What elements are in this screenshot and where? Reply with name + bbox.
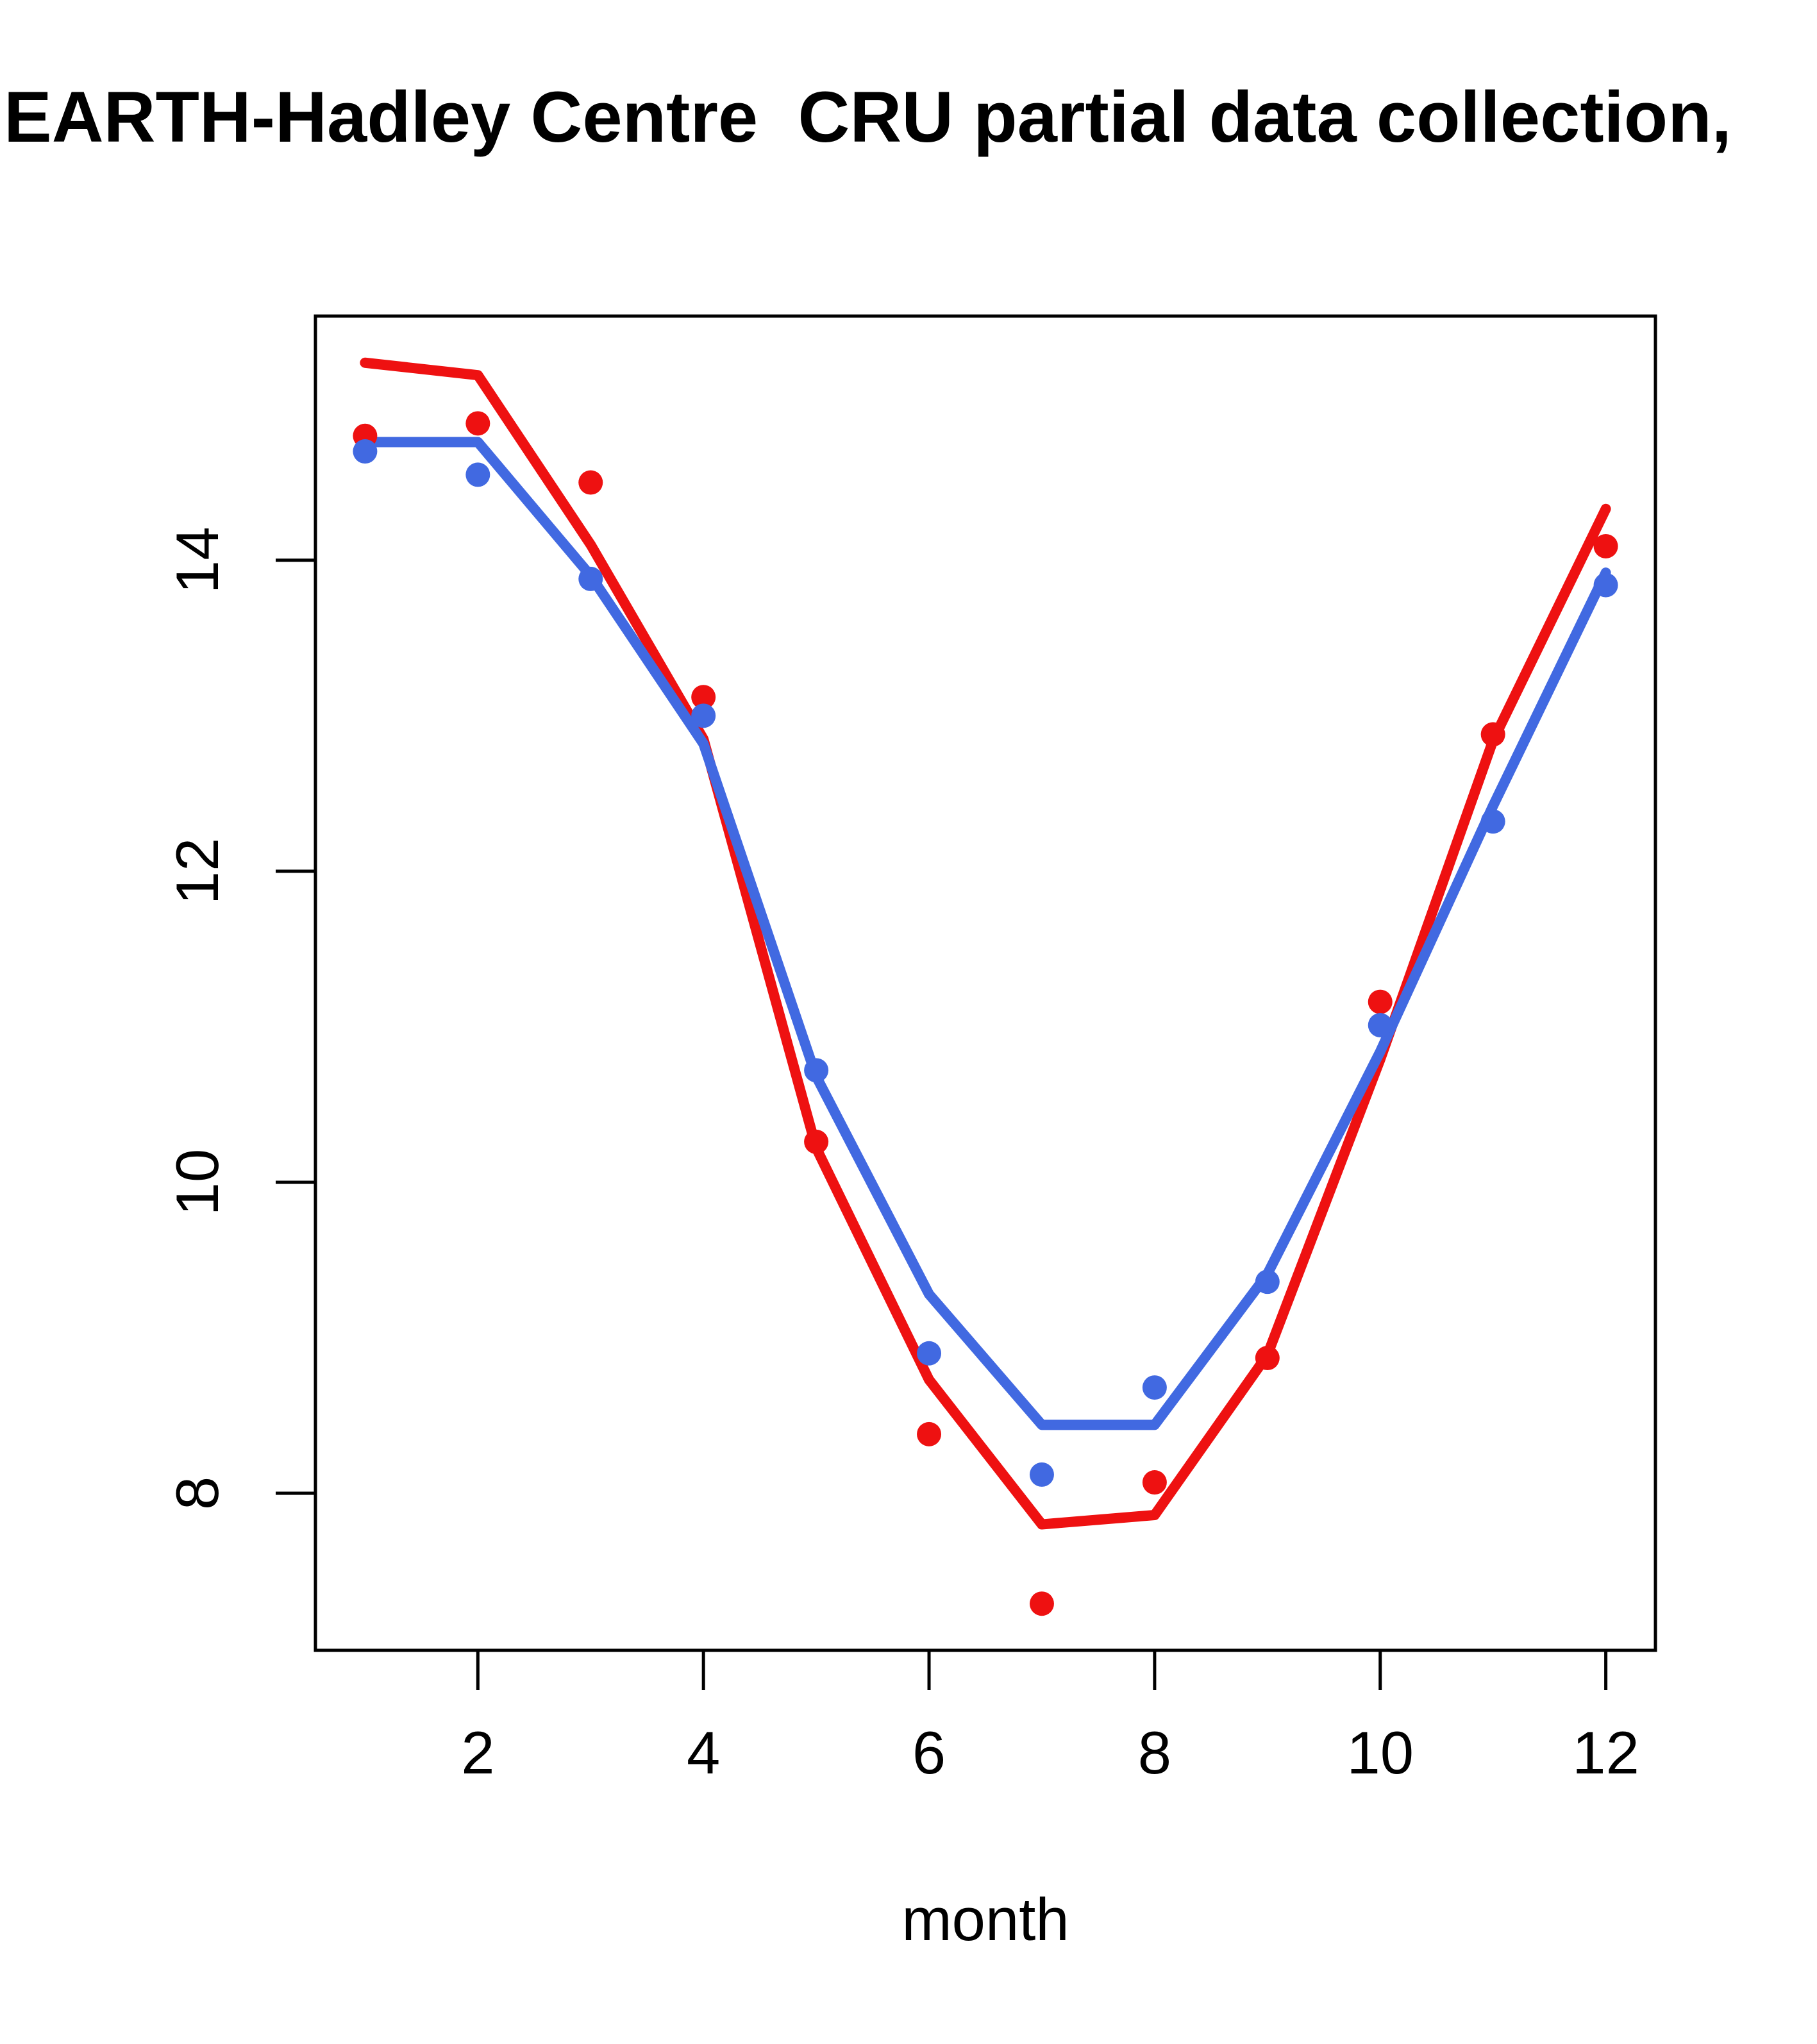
red-points-dot <box>917 1421 942 1446</box>
red-points-dot <box>578 470 603 495</box>
x-tick-label: 8 <box>1138 1719 1171 1786</box>
red-points-dot <box>1142 1470 1167 1495</box>
blue-points-dot <box>578 566 603 591</box>
blue-points-dot <box>917 1341 942 1366</box>
y-tick-label: 10 <box>163 1149 231 1216</box>
blue-points-dot <box>691 703 716 728</box>
blue-points-dot <box>1142 1375 1167 1400</box>
x-tick-label: 2 <box>461 1719 494 1786</box>
red-points-dot <box>804 1129 829 1154</box>
x-axis-label: month <box>901 1886 1069 1953</box>
x-tick-label: 10 <box>1346 1719 1414 1786</box>
blue-points-dot <box>1029 1462 1054 1487</box>
red-points-dot <box>465 411 490 436</box>
blue-points-dot <box>465 462 490 487</box>
y-tick-label: 14 <box>163 527 231 594</box>
x-tick-label: 12 <box>1572 1719 1639 1786</box>
blue-points-dot <box>1255 1269 1280 1294</box>
blue-points-dot <box>804 1058 829 1083</box>
red-points-dot <box>1255 1346 1280 1371</box>
blue-points-dot <box>1593 573 1618 598</box>
red-points-dot <box>1368 989 1393 1014</box>
red-points-dot <box>1029 1591 1054 1616</box>
chart-title: EARTH-Hadley Centre CRU partial data col… <box>4 77 1732 157</box>
blue-line <box>360 437 1611 1430</box>
red-points-dot <box>1593 533 1618 558</box>
x-tick-label: 4 <box>687 1719 720 1786</box>
y-tick-label: 12 <box>163 838 231 905</box>
blue-points-dot <box>1480 809 1505 834</box>
plot-box <box>314 314 1657 1652</box>
red-points-dot <box>691 685 716 710</box>
red-line <box>360 357 1611 1530</box>
x-tick-label: 6 <box>912 1719 946 1786</box>
blue-points-dot <box>1368 1012 1393 1037</box>
blue-points-dot <box>353 439 378 464</box>
y-tick-label: 8 <box>163 1477 231 1510</box>
red-points-dot <box>1480 722 1505 747</box>
